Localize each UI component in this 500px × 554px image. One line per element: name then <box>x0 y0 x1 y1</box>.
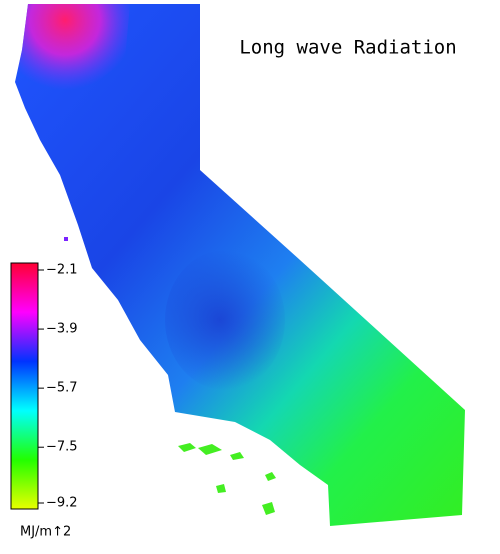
colorbar-tick-label: −2.1 <box>46 263 78 278</box>
island <box>216 484 226 493</box>
island <box>262 502 275 515</box>
central-valley-shade <box>165 250 285 390</box>
colorbar-unit: MJ/m↑2 <box>20 525 71 540</box>
island <box>178 443 196 452</box>
island <box>230 452 244 460</box>
colorbar-tick-label: −9.2 <box>46 496 78 511</box>
title: Long wave Radiation <box>239 37 456 59</box>
colorbar-tick-label: −3.9 <box>46 322 78 337</box>
island <box>265 472 276 481</box>
island <box>198 444 222 455</box>
pixel-speck <box>64 237 68 241</box>
colorbar <box>10 262 39 510</box>
north-coast-highlight <box>15 4 130 110</box>
california <box>15 4 465 526</box>
colorbar-tick-label: −5.7 <box>46 381 78 396</box>
colorbar-tick-label: −7.5 <box>46 440 78 455</box>
